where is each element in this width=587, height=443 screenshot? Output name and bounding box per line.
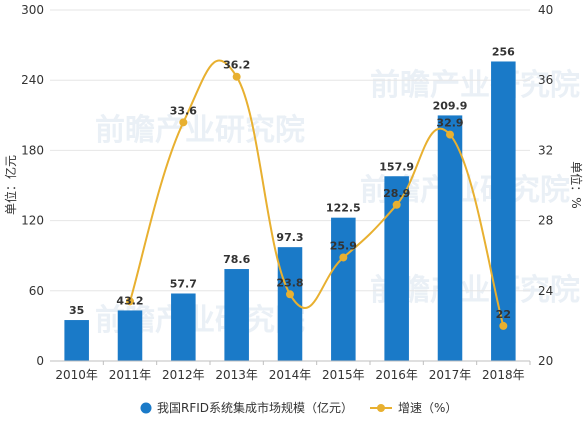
y-axis-title: 单位：亿元 [3,155,18,215]
bar [331,217,356,361]
y-tick-label: 0 [36,354,44,368]
bar [491,61,516,361]
growth-rate-point [499,321,508,330]
bar-value-label: 57.7 [170,277,197,290]
y2-tick-label: 24 [538,284,553,298]
x-tick-label: 2010年 [55,368,98,382]
bar-value-label: 43.2 [116,294,143,307]
growth-rate-point [446,130,454,139]
y2-tick-label: 20 [538,354,553,368]
growth-rate-point [392,200,401,209]
x-tick-label: 2014年 [269,368,312,382]
bar-value-label: 157.9 [379,160,414,173]
x-tick-label: 2011年 [109,368,152,382]
legend-bar-marker [140,402,152,414]
growth-rate-label: 23.8 [276,276,303,289]
growth-rate-label: 25.9 [330,239,357,252]
x-tick-label: 2015年 [322,368,365,382]
x-tick-label: 2017年 [429,368,472,382]
x-tick-label: 2012年 [162,368,205,382]
legend-line-label: 增速（%） [398,401,457,415]
bar-value-label: 256 [492,45,515,58]
y-tick-label: 300 [21,3,44,17]
line-series [126,59,508,330]
legend-bar-label: 我国RFID系统集成市场规模（亿元） [157,400,353,415]
y2-tick-label: 32 [538,143,553,157]
bar-value-label: 78.6 [223,253,250,266]
growth-rate-point [339,253,348,262]
growth-rate-label: 32.9 [436,117,463,130]
growth-rate-label: 33.6 [170,104,197,117]
bar-value-label: 35 [69,304,84,317]
growth-rate-point [126,297,134,306]
growth-rate-label: 22 [496,308,511,321]
x-tick-label: 2013年 [215,368,258,382]
growth-rate-label: 36.2 [223,59,250,72]
y-tick-label: 180 [21,143,44,157]
y-tick-label: 240 [21,73,44,87]
axes: 0 60 120 180 240 300 20 24 28 32 36 40 2010年 2011年 201… [3,3,584,382]
bar [64,320,89,361]
y2-tick-label: 36 [538,73,553,87]
y-tick-label: 120 [21,214,44,228]
data-labels: 35 43.2 57.7 78.6 97.3 122.5 157.9 209.9 256 33.6… [69,45,515,320]
watermark-text: 前瞻产业研究院 [370,68,580,103]
bar-series [64,61,516,362]
bar-value-label: 122.5 [326,202,361,215]
bar [224,269,249,361]
y2-tick-label: 40 [538,3,553,17]
bar [117,310,143,361]
y2-tick-label: 28 [538,214,553,228]
y2-axis-title: 单位：% [569,161,584,208]
y-tick-label: 60 [29,284,44,298]
growth-rate-point [286,290,294,299]
bar [437,115,463,362]
bar [171,293,196,361]
watermark-text: 前瞻产业研究院 [95,113,305,148]
growth-rate-point [232,72,241,81]
x-tick-label: 2018年 [482,368,525,382]
x-tick-label: 2016年 [375,368,418,382]
legend: 我国RFID系统集成市场规模（亿元） 增速（%） [140,400,457,415]
legend-line-dot [377,404,385,412]
growth-rate-label: 28.9 [383,187,410,200]
bar-value-label: 97.3 [276,231,303,244]
bar-value-label: 209.9 [433,99,468,112]
growth-rate-point [179,118,188,127]
